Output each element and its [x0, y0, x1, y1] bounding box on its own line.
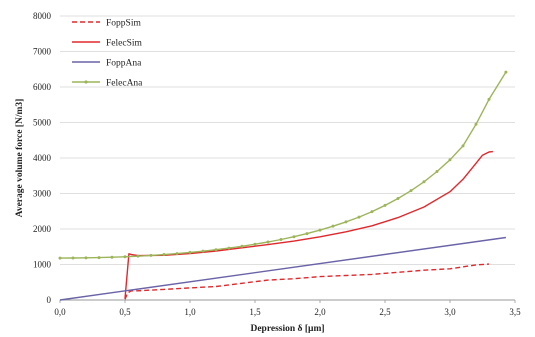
y-tick-label: 7000: [33, 47, 52, 57]
x-axis-title: Depression δ [µm]: [250, 324, 324, 334]
series-line-FoppSim: [124, 263, 490, 300]
data-point-FelecAna: [162, 253, 166, 257]
x-tick-label: 2,0: [314, 307, 326, 317]
data-point-FelecAna: [318, 228, 322, 232]
legend-label-FoppAna: FoppAna: [106, 59, 142, 69]
y-tick-label: 6000: [33, 82, 52, 92]
y-tick-label: 4000: [33, 153, 52, 163]
x-tick-label: 0,0: [54, 307, 66, 317]
data-point-FelecAna: [279, 238, 283, 242]
data-point-FelecAna: [123, 255, 127, 259]
legend: FoppSim FelecSim FoppAna FelecAna: [72, 19, 143, 89]
y-tick-label: 5000: [33, 118, 52, 128]
x-tick-label: 1,5: [249, 307, 261, 317]
x-tick-label: 2,5: [379, 307, 391, 317]
x-tick-label: 3,0: [444, 307, 456, 317]
data-point-FelecAna: [71, 256, 75, 260]
gridlines: [60, 15, 515, 265]
x-tick-label: 3,5: [509, 307, 521, 317]
x-tick-label: 0,5: [119, 307, 131, 317]
y-tick-label: 3000: [33, 189, 52, 199]
data-point-FelecAna: [149, 253, 153, 257]
data-point-FelecAna: [240, 244, 244, 248]
y-tick-labels: 0 1000 2000 3000 4000 5000 6000 7000 8000: [33, 11, 52, 305]
data-point-FelecAna: [344, 220, 348, 224]
data-point-FelecAna: [487, 97, 491, 101]
data-point-FelecAna: [136, 254, 140, 258]
data-point-FelecAna: [396, 196, 400, 200]
series-layer: [58, 70, 508, 301]
data-point-FelecAna: [201, 249, 205, 253]
y-tick-label: 0: [47, 295, 52, 305]
y-tick-label: 1000: [33, 260, 52, 270]
data-point-FelecAna: [58, 256, 62, 260]
legend-marker-FelecAna: [84, 80, 88, 84]
data-point-FelecAna: [357, 215, 361, 219]
legend-label-FelecSim: FelecSim: [106, 39, 142, 49]
data-point-FelecAna: [504, 70, 508, 74]
y-tick-label: 8000: [33, 11, 52, 21]
series-line-FoppAna: [59, 236, 506, 301]
series-line-FelecSim: [124, 150, 493, 299]
data-point-FelecAna: [474, 122, 478, 126]
data-point-FelecAna: [461, 144, 465, 148]
data-point-FelecAna: [214, 248, 218, 252]
data-point-FelecAna: [97, 256, 101, 260]
data-point-FelecAna: [409, 189, 413, 193]
data-point-FelecAna: [84, 256, 88, 260]
x-tick-labels: 0,0 0,5 1,0 1,5 2,0 2,5 3,0 3,5: [54, 300, 521, 317]
y-axis-title: Average volume force [N/m3]: [15, 99, 25, 218]
legend-label-FelecAna: FelecAna: [106, 79, 143, 89]
data-point-FelecAna: [331, 224, 335, 228]
y-tick-label: 2000: [33, 224, 52, 234]
data-point-FelecAna: [175, 252, 179, 256]
series-line-FelecAna: [59, 71, 507, 259]
data-point-FelecAna: [227, 246, 231, 250]
data-point-FelecAna: [266, 240, 270, 244]
data-point-FelecAna: [110, 255, 114, 259]
x-tick-label: 1,0: [184, 307, 196, 317]
data-point-FelecAna: [422, 180, 426, 184]
data-point-FelecAna: [448, 158, 452, 162]
data-point-FelecAna: [435, 169, 439, 173]
data-point-FelecAna: [253, 242, 257, 246]
data-point-FelecAna: [188, 250, 192, 254]
data-point-FelecAna: [292, 235, 296, 239]
data-point-FelecAna: [370, 210, 374, 214]
data-point-FelecAna: [383, 203, 387, 207]
data-point-FelecAna: [305, 232, 309, 236]
legend-label-FoppSim: FoppSim: [106, 19, 141, 29]
